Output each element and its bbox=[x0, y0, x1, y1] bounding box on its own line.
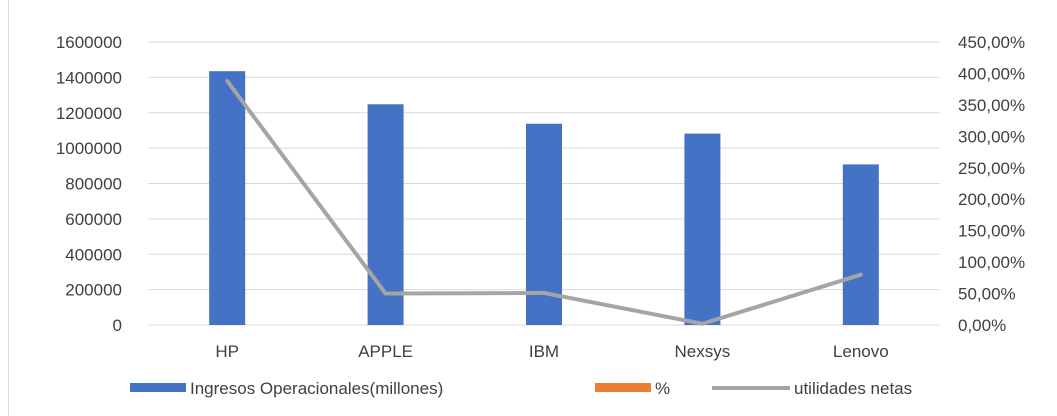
right-tick-label: 0,00% bbox=[958, 316, 1006, 335]
left-tick-label: 1400000 bbox=[56, 68, 122, 87]
left-tick-label: 400000 bbox=[65, 245, 122, 264]
line-point bbox=[858, 272, 863, 277]
line-series bbox=[225, 78, 863, 326]
right-tick-label: 150,00% bbox=[958, 222, 1025, 241]
left-tick-label: 0 bbox=[113, 316, 122, 335]
left-tick-label: 1000000 bbox=[56, 139, 122, 158]
right-tick-label: 350,00% bbox=[958, 96, 1025, 115]
right-tick-label: 100,00% bbox=[958, 253, 1025, 272]
legend-swatch bbox=[130, 383, 186, 392]
category-label: IBM bbox=[529, 342, 559, 361]
right-axis: 0,00% 50,00% 100,00% 150,00% 200,00% 250,00% 3… bbox=[958, 33, 1025, 335]
legend: Ingresos Operacionales(millones)% utilida… bbox=[130, 379, 912, 398]
bar bbox=[842, 164, 879, 325]
category-label: Nexsys bbox=[675, 342, 731, 361]
legend-label: % bbox=[655, 379, 670, 398]
bar bbox=[367, 104, 404, 325]
left-tick-label: 200000 bbox=[65, 281, 122, 300]
right-tick-label: 250,00% bbox=[958, 159, 1025, 178]
bar bbox=[684, 133, 721, 325]
left-tick-label: 1200000 bbox=[56, 104, 122, 123]
line-point bbox=[542, 290, 546, 295]
bar bbox=[209, 71, 246, 325]
category-label: APPLE bbox=[358, 342, 413, 361]
left-axis: 0 200000 400000 600000 800000 1000000 1200000 1… bbox=[56, 33, 122, 335]
line-point bbox=[383, 291, 388, 296]
left-tick-label: 800000 bbox=[65, 175, 122, 194]
right-tick-label: 400,00% bbox=[958, 64, 1025, 83]
right-tick-label: 300,00% bbox=[958, 127, 1025, 146]
category-axis: HP APPLE IBM Nexsys Lenovo bbox=[215, 342, 888, 361]
category-label: HP bbox=[215, 342, 239, 361]
line-point bbox=[700, 321, 705, 326]
bar-series bbox=[209, 71, 879, 325]
legend-swatch bbox=[595, 383, 651, 392]
legend-label: utilidades netas bbox=[794, 379, 912, 398]
chart-frame-edge bbox=[8, 0, 9, 416]
right-tick-label: 450,00% bbox=[958, 33, 1025, 52]
left-tick-label: 1600000 bbox=[56, 33, 122, 52]
legend-label: Ingresos Operacionales(millones) bbox=[190, 379, 443, 398]
left-tick-label: 600000 bbox=[65, 210, 122, 229]
category-label: Lenovo bbox=[833, 342, 889, 361]
line-point bbox=[225, 78, 230, 83]
right-tick-label: 50,00% bbox=[958, 285, 1016, 304]
right-tick-label: 200,00% bbox=[958, 190, 1025, 209]
